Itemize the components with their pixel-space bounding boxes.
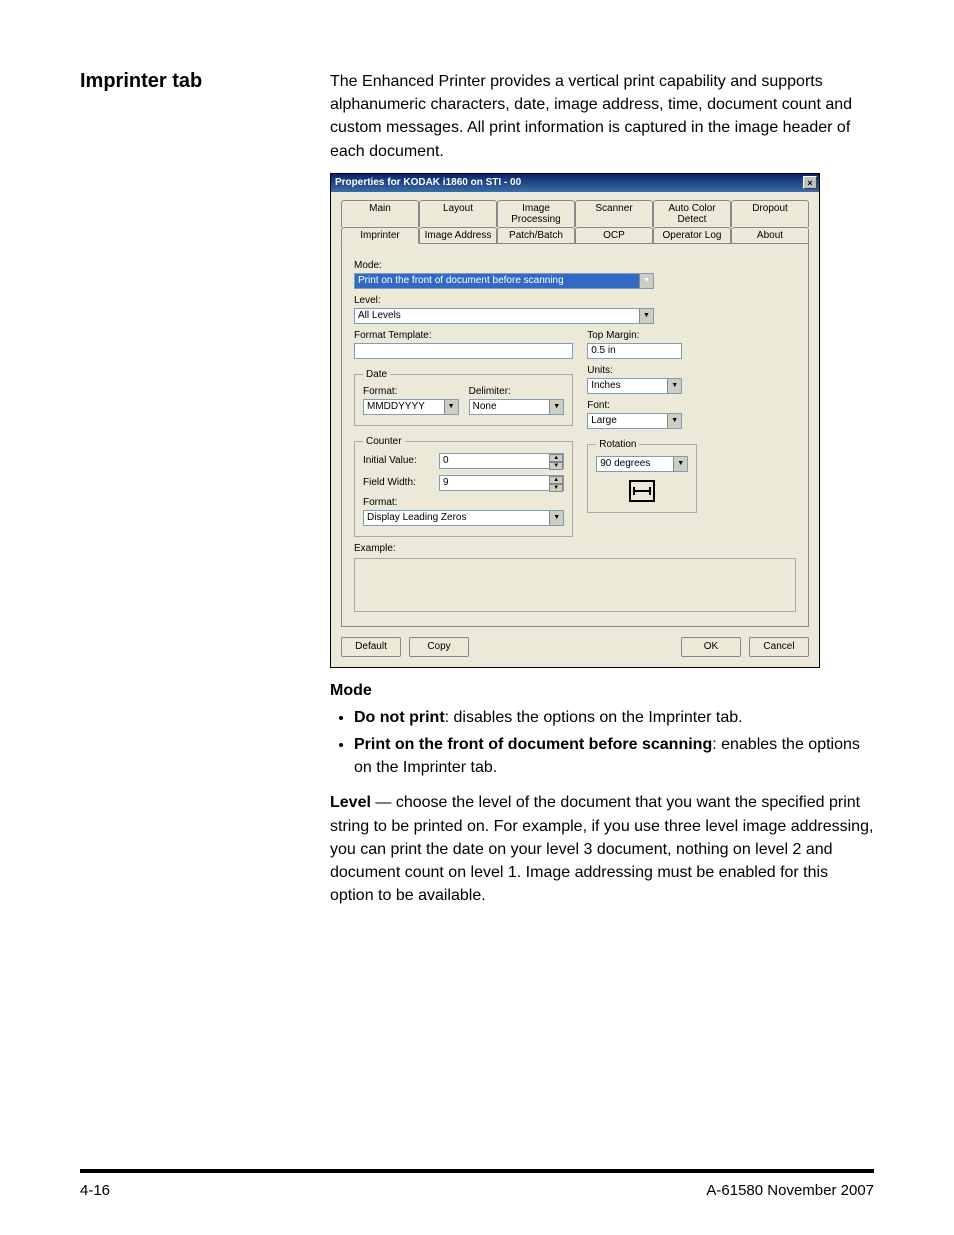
counter-format-combo[interactable]: Display Leading Zeros ▼	[363, 510, 564, 526]
font-combo[interactable]: Large ▼	[587, 413, 682, 429]
tab-ocp[interactable]: OCP	[575, 227, 653, 244]
close-icon[interactable]: ×	[803, 176, 817, 189]
chevron-down-icon[interactable]: ▼	[667, 379, 681, 393]
tab-image-address[interactable]: Image Address	[419, 227, 497, 244]
ok-button[interactable]: OK	[681, 637, 741, 657]
properties-dialog: Properties for KODAK i1860 on STI - 00 ×…	[330, 173, 820, 668]
doc-id: A-61580 November 2007	[706, 1182, 874, 1199]
footer-rule	[80, 1169, 874, 1173]
tab-row-top: Main Layout Image Processing Scanner Aut…	[341, 200, 809, 227]
level-strong: Level	[330, 794, 371, 811]
bullet1-rest: : disables the options on the Imprinter …	[445, 709, 743, 726]
format-template-input[interactable]	[354, 343, 573, 359]
units-label: Units:	[587, 365, 796, 376]
bullet-print-front: Print on the front of document before sc…	[354, 733, 874, 779]
rotation-value: 90 degrees	[600, 458, 650, 469]
chevron-down-icon[interactable]: ▼	[549, 400, 563, 414]
date-delimiter-combo[interactable]: None ▼	[469, 399, 565, 415]
cancel-button[interactable]: Cancel	[749, 637, 809, 657]
mode-value: Print on the front of document before sc…	[358, 275, 564, 286]
tab-about[interactable]: About	[731, 227, 809, 244]
chevron-down-icon[interactable]: ▼	[639, 309, 653, 323]
mode-label: Mode:	[354, 260, 796, 271]
spin-up-icon[interactable]: ▲	[549, 476, 563, 484]
level-paragraph: Level — choose the level of the document…	[330, 791, 874, 907]
tab-row-bottom: Imprinter Image Address Patch/Batch OCP …	[341, 227, 809, 244]
top-margin-value: 0.5 in	[591, 345, 615, 356]
counter-initial-label: Initial Value:	[363, 455, 433, 466]
counter-legend: Counter	[363, 436, 405, 447]
spin-down-icon[interactable]: ▼	[549, 462, 563, 470]
counter-width-value: 9	[443, 477, 449, 488]
rotation-legend: Rotation	[596, 439, 639, 450]
top-margin-input[interactable]: 0.5 in	[587, 343, 682, 359]
counter-width-label: Field Width:	[363, 477, 433, 488]
level-value: All Levels	[358, 310, 401, 321]
tab-layout[interactable]: Layout	[419, 200, 497, 227]
font-value: Large	[591, 415, 617, 426]
titlebar: Properties for KODAK i1860 on STI - 00 ×	[331, 174, 819, 192]
units-value: Inches	[591, 380, 620, 391]
level-combo[interactable]: All Levels ▼	[354, 308, 654, 324]
intro-paragraph: The Enhanced Printer provides a vertical…	[330, 70, 874, 163]
font-label: Font:	[587, 400, 796, 411]
spin-down-icon[interactable]: ▼	[549, 484, 563, 492]
date-delimiter-label: Delimiter:	[469, 386, 565, 397]
counter-format-label: Format:	[363, 497, 564, 508]
mode-heading: Mode	[330, 682, 874, 700]
bullet-do-not-print: Do not print: disables the options on th…	[354, 706, 874, 729]
counter-group: Counter Initial Value: 0 ▲ ▼	[354, 436, 573, 537]
format-template-label: Format Template:	[354, 330, 573, 341]
dialog-title: Properties for KODAK i1860 on STI - 00	[335, 177, 521, 188]
rotation-combo[interactable]: 90 degrees ▼	[596, 456, 688, 472]
rotation-group: Rotation 90 degrees ▼	[587, 439, 697, 513]
page-number: 4-16	[80, 1182, 110, 1199]
counter-initial-value: 0	[443, 455, 449, 466]
tab-operator-log[interactable]: Operator Log	[653, 227, 731, 244]
default-button[interactable]: Default	[341, 637, 401, 657]
top-margin-label: Top Margin:	[587, 330, 796, 341]
date-group: Date Format: MMDDYYYY ▼	[354, 369, 573, 426]
example-box	[354, 558, 796, 612]
level-rest: — choose the level of the document that …	[330, 794, 873, 904]
chevron-down-icon[interactable]: ▼	[673, 457, 687, 471]
date-format-label: Format:	[363, 386, 459, 397]
date-format-combo[interactable]: MMDDYYYY ▼	[363, 399, 459, 415]
counter-initial-stepper[interactable]: 0 ▲ ▼	[439, 453, 564, 469]
tab-patch-batch[interactable]: Patch/Batch	[497, 227, 575, 244]
section-heading: Imprinter tab	[80, 70, 330, 93]
tab-image-processing[interactable]: Image Processing	[497, 200, 575, 227]
counter-format-value: Display Leading Zeros	[367, 512, 467, 523]
date-format-value: MMDDYYYY	[367, 401, 425, 412]
units-combo[interactable]: Inches ▼	[587, 378, 682, 394]
example-label: Example:	[354, 543, 796, 554]
date-legend: Date	[363, 369, 390, 380]
level-label: Level:	[354, 295, 796, 306]
counter-width-stepper[interactable]: 9 ▲ ▼	[439, 475, 564, 491]
bullet2-strong: Print on the front of document before sc…	[354, 736, 712, 753]
chevron-down-icon[interactable]: ▼	[639, 274, 653, 288]
spin-up-icon[interactable]: ▲	[549, 454, 563, 462]
mode-combo[interactable]: Print on the front of document before sc…	[354, 273, 654, 289]
tab-main[interactable]: Main	[341, 200, 419, 227]
chevron-down-icon[interactable]: ▼	[549, 511, 563, 525]
tab-dropout[interactable]: Dropout	[731, 200, 809, 227]
copy-button[interactable]: Copy	[409, 637, 469, 657]
tab-scanner[interactable]: Scanner	[575, 200, 653, 227]
rotation-icon	[629, 480, 655, 502]
rotation-preview	[596, 480, 688, 502]
bullet1-strong: Do not print	[354, 709, 445, 726]
tab-imprinter[interactable]: Imprinter	[341, 227, 419, 244]
chevron-down-icon[interactable]: ▼	[444, 400, 458, 414]
tab-auto-color-detect[interactable]: Auto Color Detect	[653, 200, 731, 227]
chevron-down-icon[interactable]: ▼	[667, 414, 681, 428]
date-delimiter-value: None	[473, 401, 497, 412]
